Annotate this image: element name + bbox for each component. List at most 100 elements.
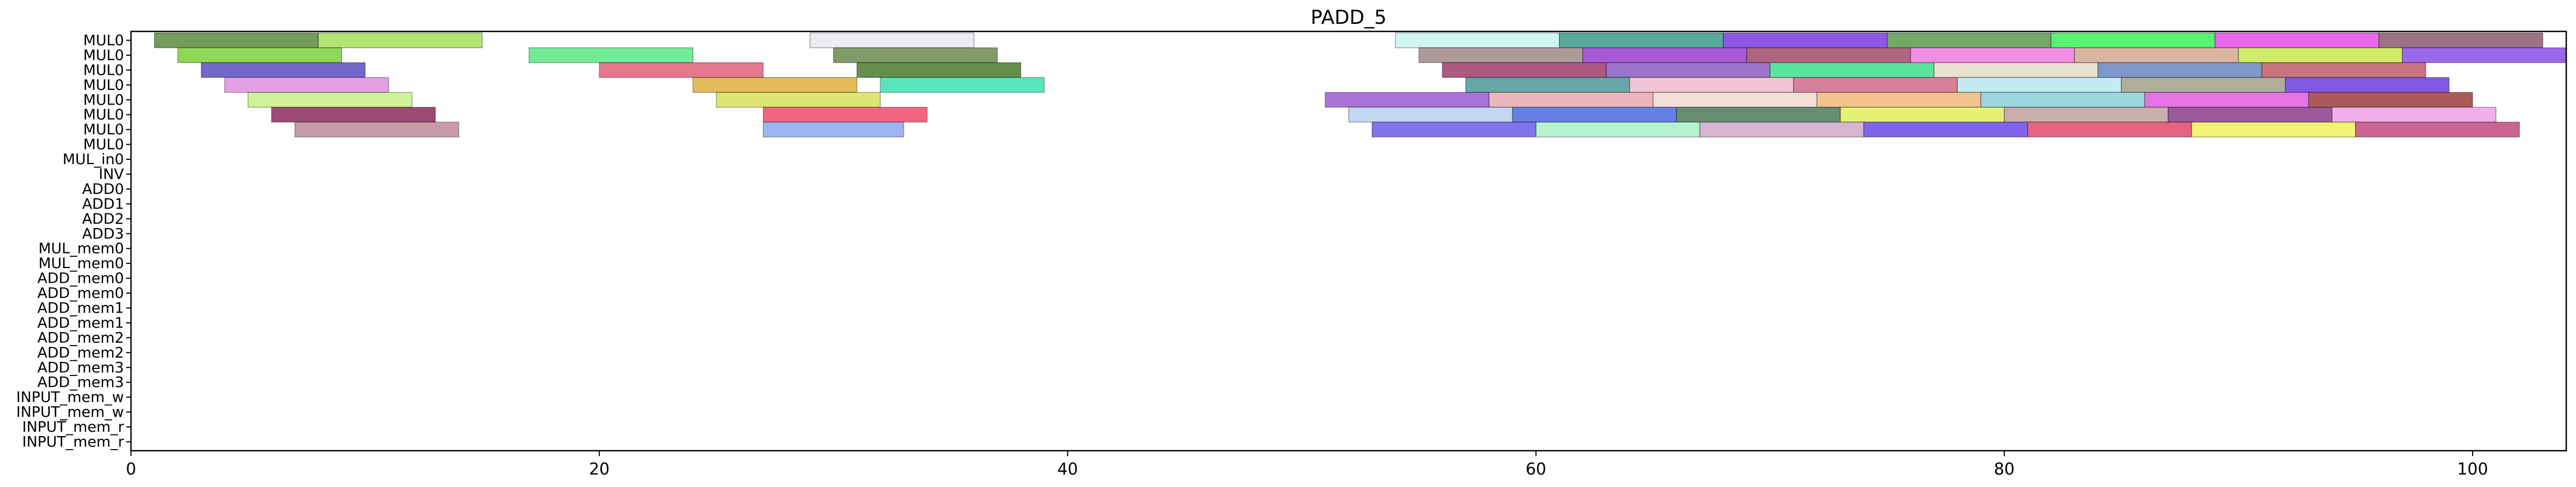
y-tick-label: MUL0 (83, 137, 124, 153)
task-bar (294, 121, 460, 138)
x-axis: 0 20 40 60 80 100 (126, 451, 2488, 479)
task-bar (1418, 47, 1583, 63)
task-bar (2285, 77, 2450, 93)
y-tick-label: INPUT_mem_w (16, 389, 124, 406)
y-tick-label: MUL0 (83, 77, 124, 94)
task-bar (2027, 121, 2192, 138)
task-bar (1957, 77, 2122, 93)
task-bar (763, 121, 904, 138)
plot-frame (130, 30, 2567, 452)
task-bar (599, 62, 764, 78)
y-tick-label: INPUT_mem_w (16, 404, 124, 421)
task-bar (528, 47, 693, 63)
y-axis: MUL0MUL0MUL0MUL0MUL0MUL0MUL0MUL0MUL_in0I… (16, 32, 131, 451)
task-bar (856, 62, 1021, 78)
task-bar (2261, 62, 2427, 78)
task-bar (1746, 47, 1911, 63)
task-bar (1699, 121, 1864, 138)
task-bar (692, 77, 857, 93)
task-bar (2097, 62, 2263, 78)
task-bar (2191, 121, 2356, 138)
task-bar (224, 77, 389, 93)
y-tick-label: ADD1 (82, 196, 124, 212)
task-bar (1816, 92, 1982, 108)
task-bar (177, 47, 343, 63)
task-bar (1910, 47, 2075, 63)
task-bar (1769, 62, 1935, 78)
y-tick-label: ADD_mem3 (37, 359, 124, 376)
y-tick-label: ADD_mem0 (37, 270, 124, 287)
y-tick-label: INPUT_mem_r (22, 434, 124, 451)
bar-group (154, 32, 2567, 138)
y-tick-label: INV (99, 166, 124, 183)
task-bar (1559, 32, 1724, 48)
x-tick-label: 100 (2457, 460, 2488, 479)
y-tick-label: INPUT_mem_r (22, 419, 124, 436)
task-bar (1886, 32, 2052, 48)
task-bar (880, 77, 1045, 93)
task-bar (2144, 92, 2309, 108)
task-bar (2238, 47, 2403, 63)
task-bar (809, 32, 975, 48)
task-bar (1325, 92, 1490, 108)
task-bar (1840, 107, 2005, 123)
task-bar (1489, 92, 1654, 108)
task-bar (716, 92, 881, 108)
x-tick-label: 0 (126, 460, 136, 479)
y-tick-label: MUL0 (83, 32, 124, 49)
x-tick-label: 60 (1525, 460, 1546, 479)
y-tick-label: ADD_mem0 (37, 285, 124, 302)
y-tick-label: MUL0 (83, 107, 124, 124)
task-bar (1863, 121, 2028, 138)
x-tick-label: 20 (589, 460, 609, 479)
task-bar (833, 47, 998, 63)
task-bar (1582, 47, 1747, 63)
task-bar (2050, 32, 2216, 48)
task-bar (1348, 107, 1513, 123)
task-bar (1676, 107, 1841, 123)
task-bar (1441, 62, 1607, 78)
task-bar (201, 62, 366, 78)
task-bar (1722, 32, 1888, 48)
task-bar (1793, 77, 1958, 93)
task-bar (1605, 62, 1771, 78)
task-bar (2308, 92, 2473, 108)
task-bar (1653, 92, 1818, 108)
task-bar (2074, 47, 2239, 63)
chart-title: PADD_5 (1310, 7, 1386, 29)
y-tick-label: ADD_mem1 (37, 300, 124, 317)
task-bar (1629, 77, 1794, 93)
task-bar (2378, 32, 2544, 48)
task-bar (2355, 121, 2520, 138)
x-tick-label: 80 (1994, 460, 2015, 479)
task-bar (763, 107, 928, 123)
task-bar (247, 92, 412, 108)
task-bar (2214, 32, 2380, 48)
y-tick-label: ADD_mem3 (37, 374, 124, 391)
task-bar (271, 107, 436, 123)
y-tick-label: ADD3 (82, 225, 124, 242)
task-bar (1465, 77, 1630, 93)
task-bar (2331, 107, 2496, 123)
y-tick-label: MUL_mem0 (38, 241, 124, 257)
task-bar (2121, 77, 2286, 93)
task-bar (2004, 107, 2169, 123)
y-tick-label: MUL0 (83, 62, 124, 79)
y-tick-label: MUL0 (83, 92, 124, 108)
y-tick-label: MUL_mem0 (38, 255, 124, 272)
y-tick-label: MUL0 (83, 47, 124, 64)
y-tick-label: ADD_mem2 (37, 329, 124, 346)
y-tick-label: ADD0 (82, 181, 124, 198)
task-bar (1395, 32, 1560, 48)
task-bar (2402, 47, 2567, 63)
task-bar (1933, 62, 2099, 78)
task-bar (318, 32, 483, 48)
task-bar (1980, 92, 2146, 108)
task-bar (154, 32, 319, 48)
y-tick-label: MUL0 (83, 121, 124, 138)
x-tick-label: 40 (1057, 460, 1078, 479)
task-bar (1512, 107, 1677, 123)
task-bar (1535, 121, 1701, 138)
y-tick-label: ADD2 (82, 211, 124, 228)
y-tick-label: MUL_in0 (63, 151, 124, 168)
